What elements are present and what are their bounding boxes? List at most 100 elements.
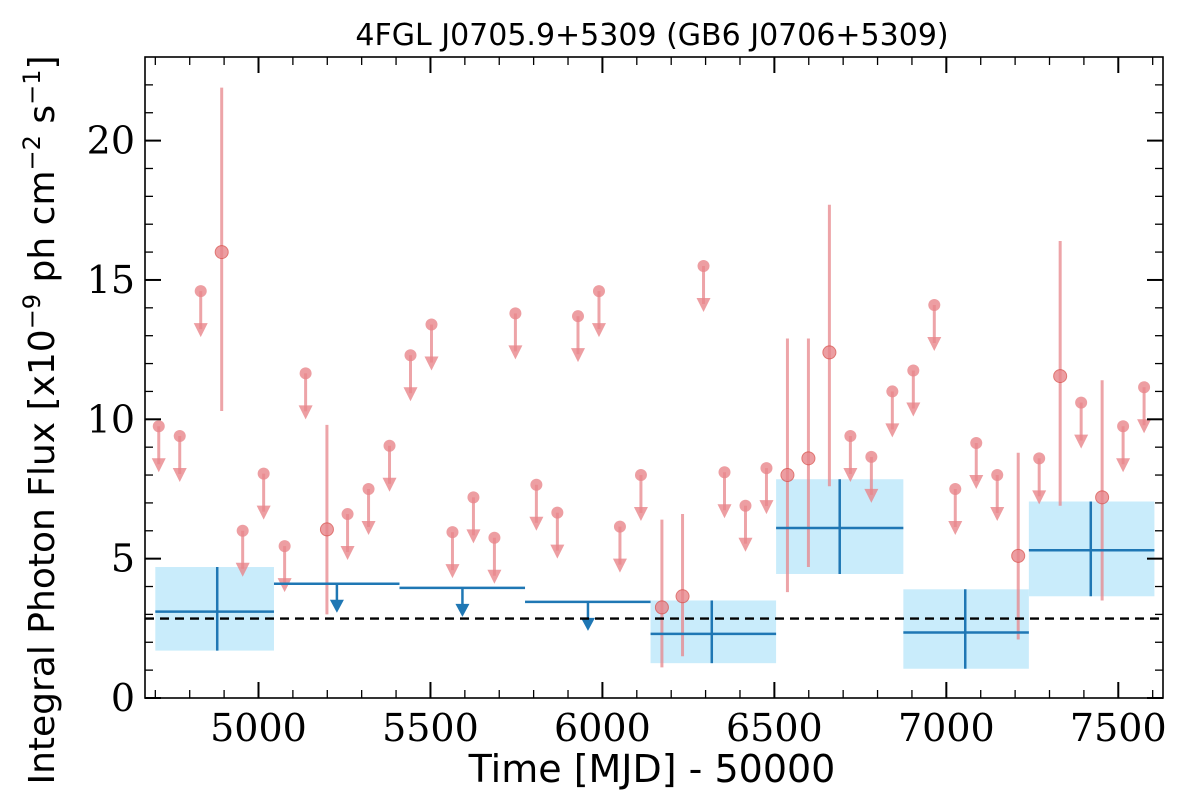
short-bin-upper-limit-point [341, 508, 354, 521]
short-bin-upper-limit-point [592, 285, 605, 298]
short-bin-upper-limit-arrow [948, 520, 963, 535]
short-bin-upper-limit-point [194, 285, 207, 298]
short-bin-upper-limit-point [949, 482, 962, 495]
x-tick-label: 7500 [1070, 706, 1167, 750]
short-bin-upper-limit-arrow [424, 356, 439, 371]
long-bin-upper-limit-arrow [329, 599, 344, 613]
x-tick-label: 7000 [898, 706, 995, 750]
short-bin-upper-limit-point [467, 491, 480, 504]
short-bin-upper-limit-arrow [151, 458, 166, 473]
short-bin-upper-limit-arrow [235, 562, 250, 577]
axis-ticks [145, 57, 1163, 699]
short-bin-upper-limit-point [299, 367, 312, 380]
short-bin-upper-limit-point [1117, 420, 1130, 433]
short-bin-upper-limit-arrow [759, 500, 774, 515]
y-tick-label: 10 [87, 397, 135, 441]
short-bin-upper-limit-arrow [340, 546, 355, 561]
y-tick-label: 5 [111, 537, 135, 581]
short-bin-point [801, 451, 816, 466]
short-bin-upper-limit-arrow [927, 337, 942, 352]
short-bin-upper-limit-arrow [990, 507, 1005, 522]
short-bin-upper-limit-arrow [298, 405, 313, 420]
short-bin-upper-limit-arrow [717, 504, 732, 519]
short-bin-upper-limit-point [152, 420, 165, 433]
short-bin-upper-limit-arrow [612, 558, 627, 573]
short-bin-point [654, 600, 669, 615]
short-bin-upper-limit-point [551, 506, 564, 519]
short-bin-upper-limit-arrow [570, 348, 585, 363]
short-bin-upper-limit-arrow [633, 507, 648, 522]
short-bin-upper-limit-arrow [403, 387, 418, 402]
short-bin-upper-limit-arrow [487, 569, 502, 584]
short-bin-upper-limit-arrow [361, 520, 376, 535]
short-bin-upper-limit-arrow [696, 298, 711, 313]
x-tick-labels: 5000 5500 6000 6500 7000 7500 [210, 706, 1167, 750]
long-bin-upper-limit-arrow [580, 617, 595, 631]
short-bin-upper-limit-arrow [906, 402, 921, 417]
short-bin-upper-limit-point [404, 349, 417, 362]
short-bin-upper-limit-arrow [466, 529, 481, 544]
short-bin-upper-limit-arrow [172, 468, 187, 483]
short-bin-upper-limit-arrow [1074, 434, 1089, 449]
short-bin-point [675, 589, 690, 604]
short-bin-upper-limit-point [446, 526, 459, 539]
short-bin-upper-limit-point [425, 318, 438, 331]
long-bin-band [155, 567, 274, 651]
plot-frame [144, 56, 1164, 699]
short-bin-upper-limit-arrow [591, 323, 606, 338]
short-bin-upper-limit-point [697, 260, 710, 273]
short-bin-upper-limit-arrow [1032, 490, 1047, 505]
y-tick-label: 15 [87, 258, 135, 302]
short-bin-upper-limit-point [257, 467, 270, 480]
chart-title: 4FGL J0705.9+5309 (GB6 J0706+5309) [355, 18, 948, 53]
short-bin-upper-limit-arrow [382, 477, 397, 492]
short-bin-upper-limit-arrow [256, 505, 271, 520]
short-bin-upper-limit-point [907, 364, 920, 377]
short-bin-upper-limit-arrow [529, 516, 544, 531]
x-tick-label: 5000 [210, 706, 307, 750]
short-bin-upper-limit-arrow [1137, 419, 1152, 434]
short-bin-upper-limit-point [173, 430, 186, 443]
long-bin-upper-limit-arrow [455, 603, 470, 617]
short-bin-point [214, 245, 229, 260]
short-bin-upper-limit-point [383, 439, 396, 452]
short-bin-upper-limit-point [1138, 381, 1151, 394]
short-bin-upper-limit-point [1075, 396, 1088, 409]
short-bin-upper-limit-point [530, 478, 543, 491]
short-bin-upper-limit-arrow [738, 537, 753, 552]
short-bin-point [1053, 369, 1068, 384]
short-bin-upper-limit-arrow [864, 488, 879, 503]
short-bin-upper-limit-arrow [969, 474, 984, 489]
y-tick-labels: 0 5 10 15 20 [87, 119, 135, 720]
short-bin-upper-limit-point [1033, 452, 1046, 465]
short-bin-point [319, 522, 334, 537]
short-bin-upper-limit-point [760, 462, 773, 475]
short-bin-upper-limit-point [844, 430, 857, 443]
short-bin-upper-limit-point [718, 466, 731, 479]
short-bin-upper-limit-arrow [550, 544, 565, 559]
short-bin-upper-limit-arrow [277, 578, 292, 593]
short-bin-upper-limit-arrow [193, 323, 208, 338]
short-bin-point [1011, 548, 1026, 563]
short-bin-upper-limit-arrow [843, 468, 858, 483]
short-bin-upper-limit-point [634, 469, 647, 482]
plot-area [151, 87, 1155, 669]
y-tick-label: 0 [111, 676, 135, 720]
short-bin-upper-limit-point [886, 385, 899, 398]
short-bin-upper-limit-point [236, 524, 249, 537]
short-bin-point [822, 345, 837, 360]
short-bin-upper-limit-point [865, 450, 878, 463]
short-bin-upper-limit-point [613, 520, 626, 533]
x-tick-label: 5500 [382, 706, 479, 750]
x-tick-label: 6500 [726, 706, 823, 750]
short-bin-point [1095, 490, 1110, 505]
x-axis-label: Time [MJD] - 50000 [468, 747, 836, 791]
short-bin-point [780, 468, 795, 483]
short-bin-upper-limit-point [509, 307, 522, 320]
long-bin-band [650, 600, 777, 664]
y-tick-label: 20 [87, 119, 135, 163]
short-bin-upper-limit-arrow [885, 423, 900, 438]
short-bin-upper-limit-arrow [508, 345, 523, 360]
y-axis-label: Integral Photon Flux [x10−9 ph cm−2 s−1] [18, 55, 63, 784]
